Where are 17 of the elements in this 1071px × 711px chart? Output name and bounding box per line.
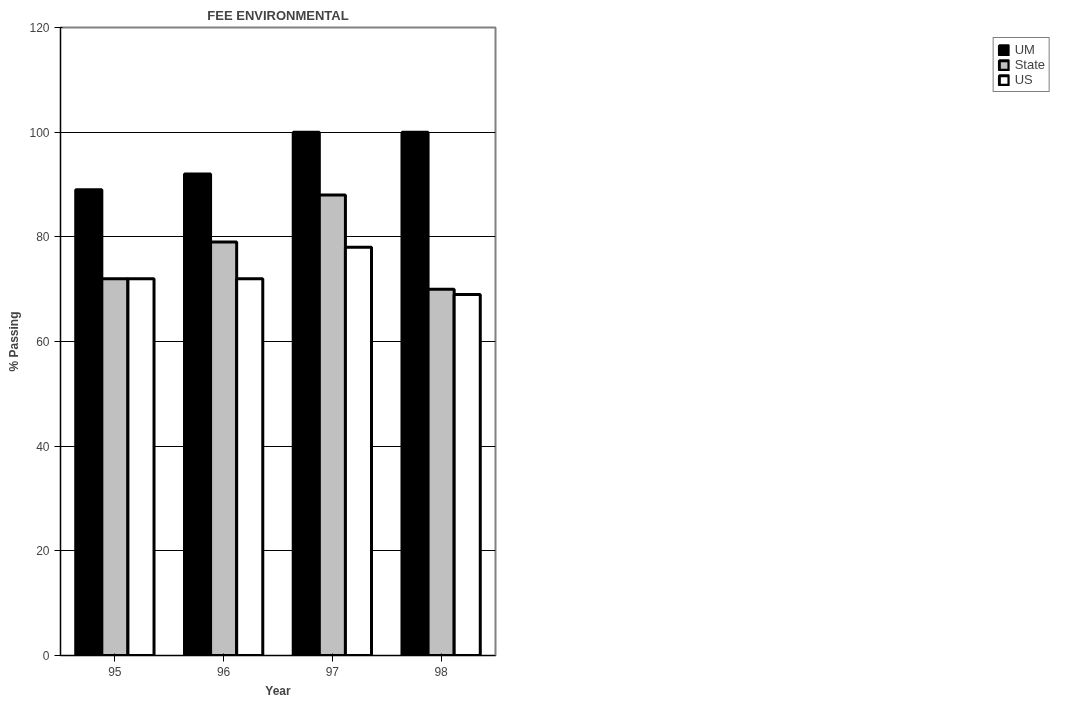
x-tick-label: 96 [216,664,231,679]
y-tick-label: 40 [36,439,50,454]
legend-label: UM [1014,42,1035,57]
y-tick-label: 100 [29,125,50,140]
x-tick-label: 97 [325,664,340,679]
y-tick-label: 60 [36,335,50,349]
y-tick-label: 0 [42,649,50,663]
y-tick-label: 20 [36,544,50,559]
legend-label: State [1014,57,1045,72]
x-axis-title: Year [265,683,292,698]
x-tick-label: 98 [434,664,449,679]
x-tick-label: 95 [108,664,122,679]
chart-title: FEE ENVIRONMENTAL [207,7,349,23]
y-tick-label: 80 [36,230,50,245]
legend-label: US [1014,72,1034,87]
y-tick-label: 120 [29,21,50,35]
y-axis-title: % Passing [7,311,22,372]
